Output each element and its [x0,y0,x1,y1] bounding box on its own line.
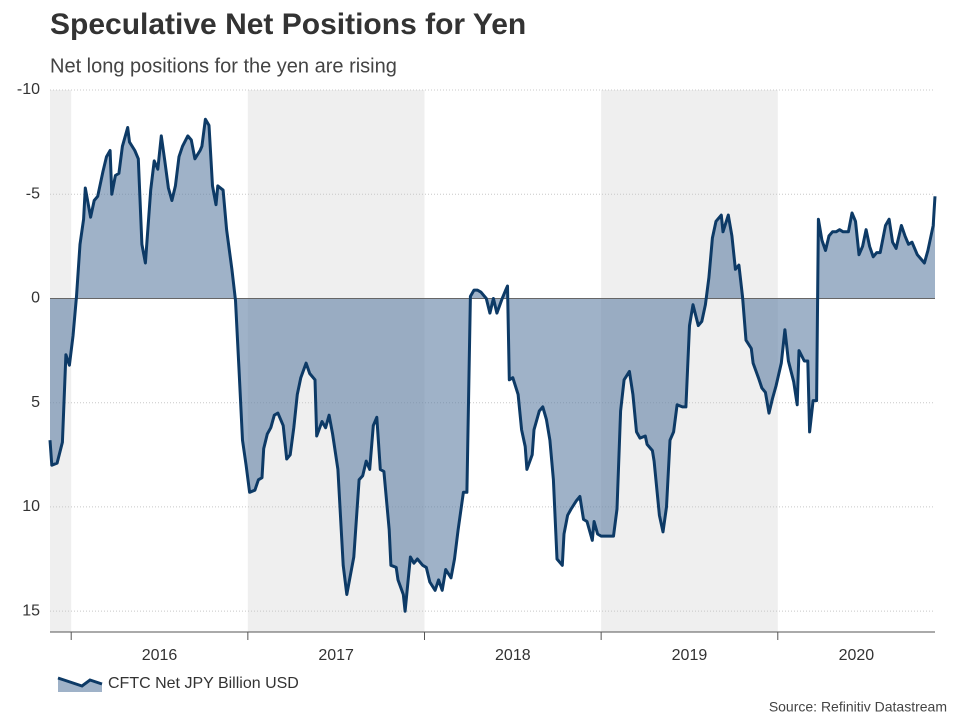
y-tick-label: 15 [22,602,40,619]
y-tick-label: 10 [22,498,40,515]
marks-layer [48,117,937,613]
y-tick-label: -10 [17,81,40,98]
axes-layer [50,631,935,640]
legend-swatch-line [57,676,103,688]
area-fill [50,119,935,612]
y-tick-label: 0 [31,290,40,307]
source-note: Source: Refinitiv Datastream [769,699,947,715]
x-tick-label: 2016 [142,647,178,664]
x-tick-label: 2018 [495,647,531,664]
x-tick-label: 2020 [839,647,875,664]
y-tick-label: 5 [31,394,40,411]
legend-label: CFTC Net JPY Billion USD [108,675,299,692]
y-tick-label: -5 [26,185,40,202]
labels-layer: -10 -5 0 5 10 15 2016 2017 2018 2019 2020 CFTC Net … [17,81,874,692]
chart-subtitle: Net long positions for the yen are risin… [50,55,397,77]
series-line [48,117,937,613]
x-tick-label: 2017 [318,647,354,664]
chart-title: Speculative Net Positions for Yen [50,8,526,41]
x-tick-label: 2019 [672,647,708,664]
